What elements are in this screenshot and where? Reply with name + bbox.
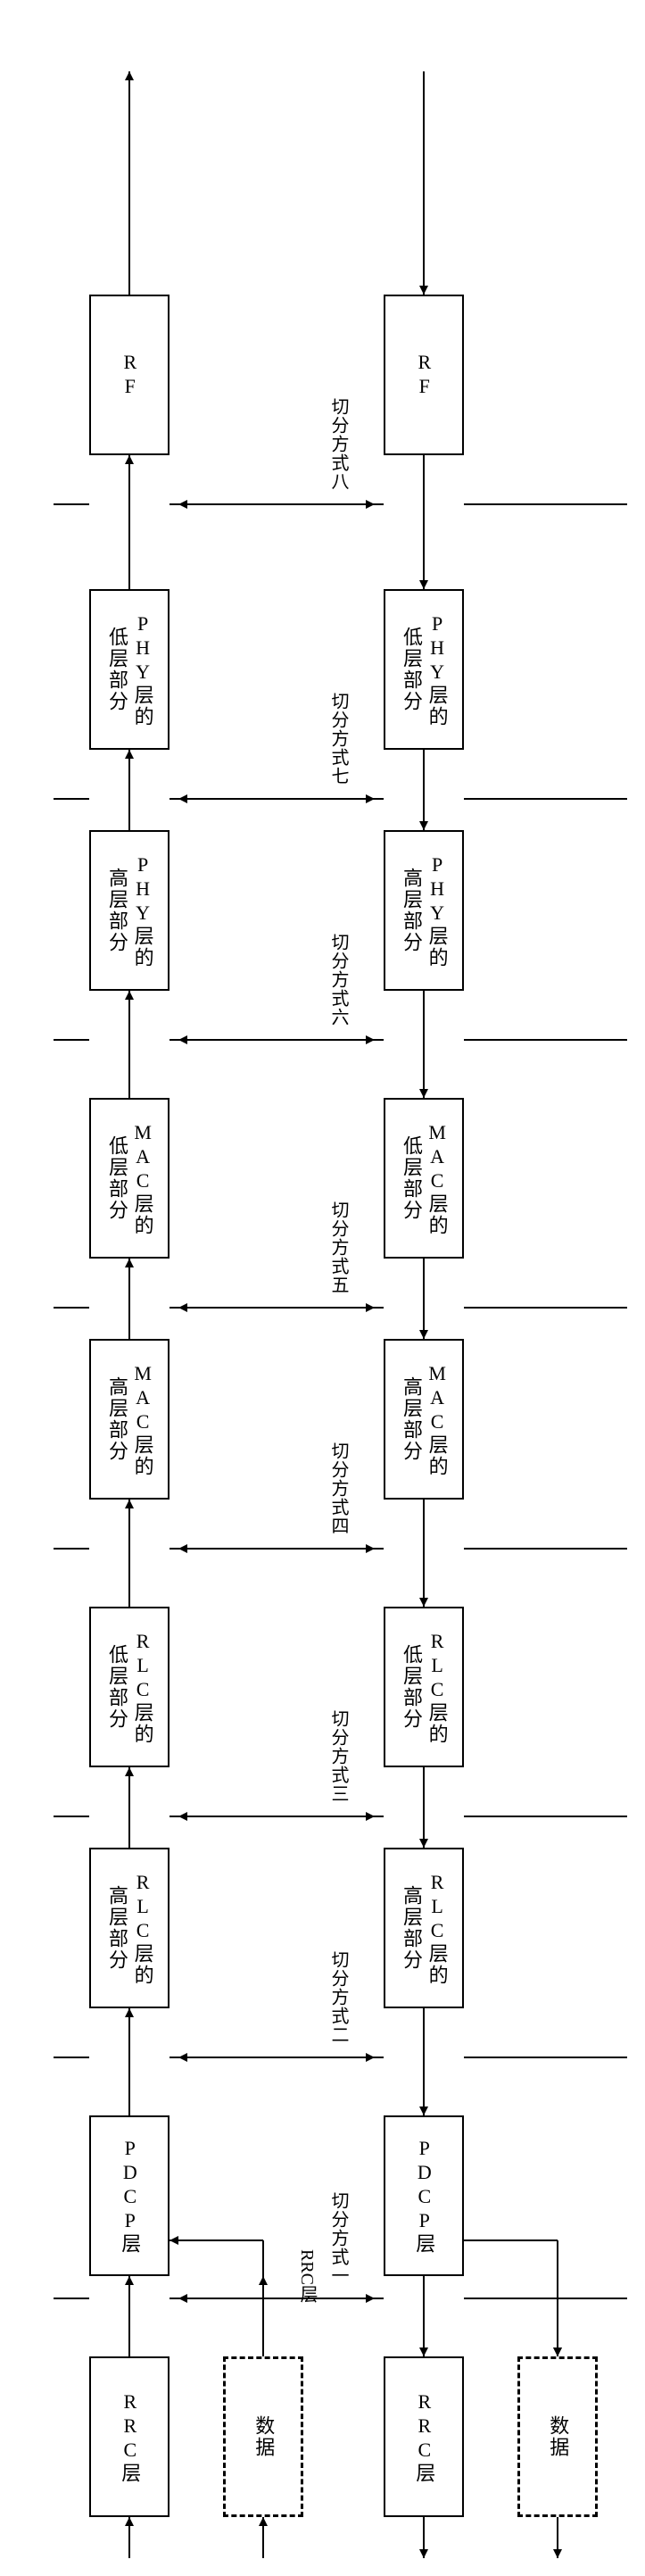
l-mac-lo: MAC层的 低层部分: [89, 1098, 170, 1259]
r-rlc-hi: RLC层的 高层部分: [384, 1848, 464, 2008]
r-phy-lo: PHY层的 低层部分: [384, 589, 464, 750]
l-rrc-label: RRC层: [117, 2390, 143, 2484]
r-rrc-label: RRC层: [411, 2390, 437, 2484]
s4-label: 切分方式四: [326, 1442, 351, 1535]
l-rlc-hi-label: RLC层的 高层部分: [103, 1849, 154, 2007]
l-phy-hi: PHY层的 高层部分: [89, 830, 170, 991]
s2-label: 切分方式二: [326, 1950, 351, 2044]
r-rf: RF: [384, 295, 464, 455]
r-mac-lo: MAC层的 低层部分: [384, 1098, 464, 1259]
s8-label: 切分方式八: [326, 397, 351, 491]
l-phy-hi-label: PHY层的 高层部分: [103, 832, 154, 989]
r-pdcp-label: PDCP层: [411, 2137, 437, 2255]
s5-label: 切分方式五: [326, 1201, 351, 1294]
r-mac-hi: MAC层的 高层部分: [384, 1339, 464, 1500]
l-data: 数据: [223, 2356, 303, 2517]
r-phy-hi-label: PHY层的 高层部分: [398, 832, 449, 989]
s1-label: 切分方式一: [326, 2191, 351, 2285]
r-data: 数据: [517, 2356, 598, 2517]
r-mac-hi-label: MAC层的 高层部分: [398, 1341, 449, 1498]
l-pdcp-label: PDCP层: [117, 2137, 143, 2255]
r-phy-lo-label: PHY层的 低层部分: [398, 591, 449, 748]
r-rlc-lo: RLC层的 低层部分: [384, 1607, 464, 1767]
l-data-label: 数据: [251, 2415, 277, 2458]
r-rf-label: RF: [411, 351, 437, 399]
l-rlc-lo: RLC层的 低层部分: [89, 1607, 170, 1767]
s7-label: 切分方式七: [326, 692, 351, 785]
rrc-layer-center-label: RRC层: [294, 2249, 320, 2303]
s6-label: 切分方式六: [326, 933, 351, 1026]
l-rrc: RRC层: [89, 2356, 170, 2517]
r-mac-lo-label: MAC层的 低层部分: [398, 1100, 449, 1257]
r-data-label: 数据: [545, 2415, 571, 2458]
r-pdcp: PDCP层: [384, 2115, 464, 2276]
r-rlc-hi-label: RLC层的 高层部分: [398, 1849, 449, 2007]
l-rf-label: RF: [117, 351, 143, 399]
l-phy-lo: PHY层的 低层部分: [89, 589, 170, 750]
l-mac-hi: MAC层的 高层部分: [89, 1339, 170, 1500]
l-phy-lo-label: PHY层的 低层部分: [103, 591, 154, 748]
l-mac-hi-label: MAC层的 高层部分: [103, 1341, 154, 1498]
l-rlc-lo-label: RLC层的 低层部分: [103, 1608, 154, 1766]
l-rf: RF: [89, 295, 170, 455]
r-phy-hi: PHY层的 高层部分: [384, 830, 464, 991]
l-pdcp: PDCP层: [89, 2115, 170, 2276]
r-rlc-lo-label: RLC层的 低层部分: [398, 1608, 449, 1766]
l-mac-lo-label: MAC层的 低层部分: [103, 1100, 154, 1257]
s3-label: 切分方式三: [326, 1709, 351, 1803]
l-rlc-hi: RLC层的 高层部分: [89, 1848, 170, 2008]
protocol-stack-diagram: RRC层 PDCP层 RLC层的 高层部分 RLC层的 低层部分 MAC层的 高层部分 M…: [18, 18, 627, 2558]
r-rrc: RRC层: [384, 2356, 464, 2517]
